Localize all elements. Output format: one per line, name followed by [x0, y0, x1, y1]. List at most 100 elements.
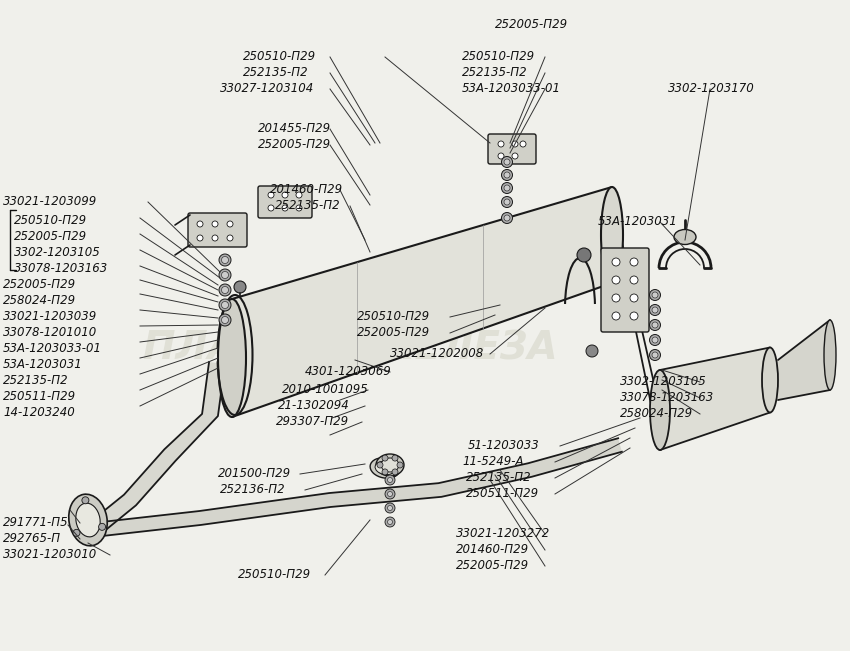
Circle shape [99, 523, 105, 531]
Circle shape [630, 312, 638, 320]
Ellipse shape [218, 299, 246, 417]
Circle shape [227, 235, 233, 241]
Text: 293307-П29: 293307-П29 [276, 415, 349, 428]
Circle shape [296, 205, 302, 211]
Circle shape [382, 469, 388, 475]
Circle shape [649, 290, 660, 301]
Circle shape [222, 286, 229, 294]
Text: 33078-1201010: 33078-1201010 [3, 326, 97, 339]
Circle shape [630, 258, 638, 266]
Circle shape [612, 312, 620, 320]
Text: 33021-1203010: 33021-1203010 [3, 548, 97, 561]
Text: 252005-П29: 252005-П29 [14, 230, 88, 243]
Text: 3302-1203105: 3302-1203105 [620, 375, 706, 388]
Polygon shape [660, 348, 770, 450]
Polygon shape [778, 320, 830, 400]
Text: 252136-П2: 252136-П2 [220, 483, 286, 496]
Circle shape [382, 455, 388, 461]
Text: 11-5249-А: 11-5249-А [462, 455, 524, 468]
Text: 252135-П2: 252135-П2 [275, 199, 341, 212]
Circle shape [219, 299, 231, 311]
Text: 201500-П29: 201500-П29 [218, 467, 291, 480]
Text: 3302-1203170: 3302-1203170 [668, 82, 755, 95]
Circle shape [612, 276, 620, 284]
Circle shape [649, 305, 660, 316]
Circle shape [296, 192, 302, 198]
Circle shape [219, 254, 231, 266]
Circle shape [586, 345, 598, 357]
Circle shape [268, 205, 274, 211]
Text: 250510-П29: 250510-П29 [357, 310, 430, 323]
Text: 201460-П29: 201460-П29 [270, 183, 343, 196]
Circle shape [502, 212, 513, 223]
Text: 252135-П2: 252135-П2 [466, 471, 531, 484]
Circle shape [397, 462, 403, 468]
Text: 292765-П: 292765-П [3, 532, 61, 545]
Circle shape [82, 497, 89, 504]
Text: 250510-П29: 250510-П29 [238, 568, 311, 581]
Text: 252005-П29: 252005-П29 [456, 559, 529, 572]
Ellipse shape [381, 458, 399, 472]
Text: 33021-1202008: 33021-1202008 [390, 347, 484, 360]
Circle shape [504, 215, 510, 221]
Text: 250510-П29: 250510-П29 [462, 50, 536, 63]
Circle shape [652, 337, 658, 343]
Circle shape [520, 141, 526, 147]
Circle shape [222, 301, 229, 309]
Text: 4301-1203069: 4301-1203069 [305, 365, 392, 378]
Circle shape [388, 505, 393, 510]
Circle shape [227, 221, 233, 227]
Ellipse shape [762, 348, 778, 413]
Circle shape [504, 199, 510, 205]
Circle shape [498, 153, 504, 159]
Circle shape [652, 322, 658, 328]
Circle shape [197, 235, 203, 241]
Text: 33021-1203272: 33021-1203272 [456, 527, 550, 540]
Ellipse shape [370, 458, 400, 478]
Text: 201455-П29: 201455-П29 [258, 122, 332, 135]
Circle shape [502, 182, 513, 193]
Circle shape [498, 141, 504, 147]
Ellipse shape [650, 370, 670, 450]
Circle shape [388, 492, 393, 497]
Polygon shape [232, 187, 612, 417]
Circle shape [652, 307, 658, 313]
Circle shape [197, 221, 203, 227]
Circle shape [392, 469, 398, 475]
Circle shape [649, 320, 660, 331]
Circle shape [502, 197, 513, 208]
Circle shape [268, 192, 274, 198]
Text: 53А-1203031: 53А-1203031 [3, 358, 82, 371]
Circle shape [282, 192, 288, 198]
Text: 33027-1203104: 33027-1203104 [220, 82, 314, 95]
Text: 21-1302094: 21-1302094 [278, 399, 349, 412]
Circle shape [504, 185, 510, 191]
Circle shape [630, 294, 638, 302]
FancyBboxPatch shape [488, 134, 536, 164]
Circle shape [222, 256, 229, 264]
Circle shape [502, 156, 513, 167]
Text: 250510-П29: 250510-П29 [14, 214, 88, 227]
Circle shape [388, 519, 393, 525]
Text: 250511-П29: 250511-П29 [466, 487, 539, 500]
Text: 252005-П29: 252005-П29 [258, 138, 332, 151]
Circle shape [512, 153, 518, 159]
Text: 53А-1203033-01: 53А-1203033-01 [462, 82, 561, 95]
Text: 2010-1001095: 2010-1001095 [282, 383, 369, 396]
Circle shape [392, 455, 398, 461]
Circle shape [219, 314, 231, 326]
Ellipse shape [375, 462, 395, 475]
Text: 258024-П29: 258024-П29 [620, 407, 693, 420]
Circle shape [630, 276, 638, 284]
Text: 201460-П29: 201460-П29 [456, 543, 529, 556]
FancyBboxPatch shape [601, 248, 649, 332]
Text: 258024-П29: 258024-П29 [3, 294, 76, 307]
Ellipse shape [76, 503, 100, 537]
Circle shape [222, 271, 229, 279]
Polygon shape [88, 362, 225, 536]
Text: 33078-1203163: 33078-1203163 [14, 262, 108, 275]
Circle shape [385, 503, 395, 513]
Circle shape [652, 292, 658, 298]
Text: 33078-1203163: 33078-1203163 [620, 391, 714, 404]
Circle shape [219, 269, 231, 281]
